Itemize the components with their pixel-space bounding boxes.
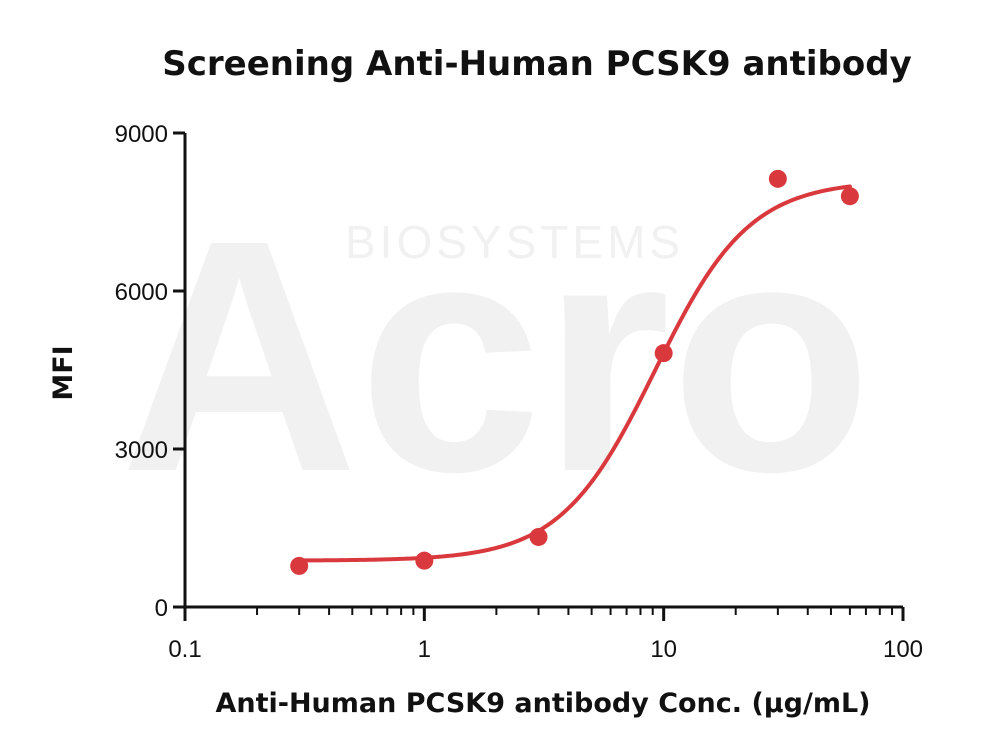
- x-tick-label-3: 100: [883, 636, 923, 663]
- data-point-5: [840, 187, 859, 206]
- x-tick-label-2: 10: [650, 636, 677, 663]
- ticks: [173, 131, 905, 621]
- x-tick-label-0: 0.1: [168, 636, 201, 663]
- x-tick-label-1: 1: [418, 636, 431, 663]
- watermark-text: BIOSYSTEMS: [345, 216, 684, 268]
- data-point-0: [290, 556, 309, 575]
- data-points: [290, 169, 859, 575]
- y-tick-label-1: 3000: [115, 437, 168, 464]
- data-point-2: [529, 527, 548, 546]
- chart-title: Screening Anti-Human PCSK9 antibody: [162, 44, 911, 84]
- watermark-logo: Acro BIOSYSTEMS: [120, 171, 872, 540]
- x-axis-label: Anti-Human PCSK9 antibody Conc. (μg/mL): [215, 688, 870, 719]
- data-point-3: [654, 344, 673, 363]
- data-point-1: [415, 551, 434, 570]
- watermark-logo-text: Acro: [120, 171, 872, 540]
- axes: [183, 133, 903, 609]
- y-tick-label-3: 9000: [115, 121, 168, 148]
- tick-labels: 0 3000 6000 9000 0.1 1 10 100: [115, 121, 923, 663]
- fit-curve-0: [297, 184, 852, 563]
- fit-layer: [297, 184, 852, 563]
- y-tick-label-2: 6000: [115, 279, 168, 306]
- y-axis-label: MFI: [48, 345, 79, 400]
- data-point-4: [768, 169, 787, 188]
- y-tick-label-0: 0: [155, 595, 168, 622]
